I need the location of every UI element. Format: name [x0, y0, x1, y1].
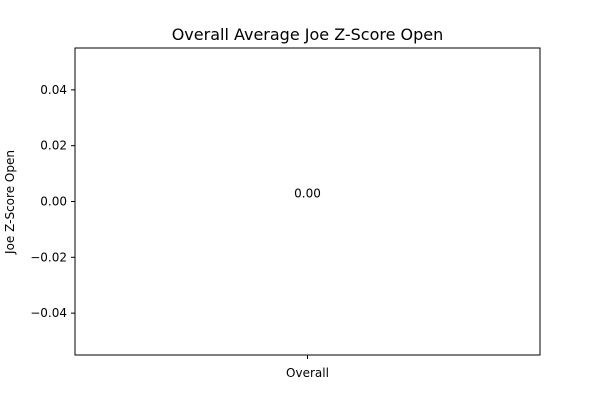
y-tick-label: 0.04 [40, 83, 67, 97]
y-tick-label: 0.02 [40, 139, 67, 153]
data-label: 0.00 [294, 187, 321, 201]
y-tick-label: 0.00 [40, 195, 67, 209]
y-tick-label: −0.02 [30, 250, 67, 264]
y-axis-label: Joe Z-Score Open [3, 150, 17, 255]
plot-frame [74, 47, 541, 356]
y-tick-label: −0.04 [30, 306, 67, 320]
chart-title: Overall Average Joe Z-Score Open [172, 25, 444, 44]
x-tick-label: Overall [286, 366, 329, 380]
